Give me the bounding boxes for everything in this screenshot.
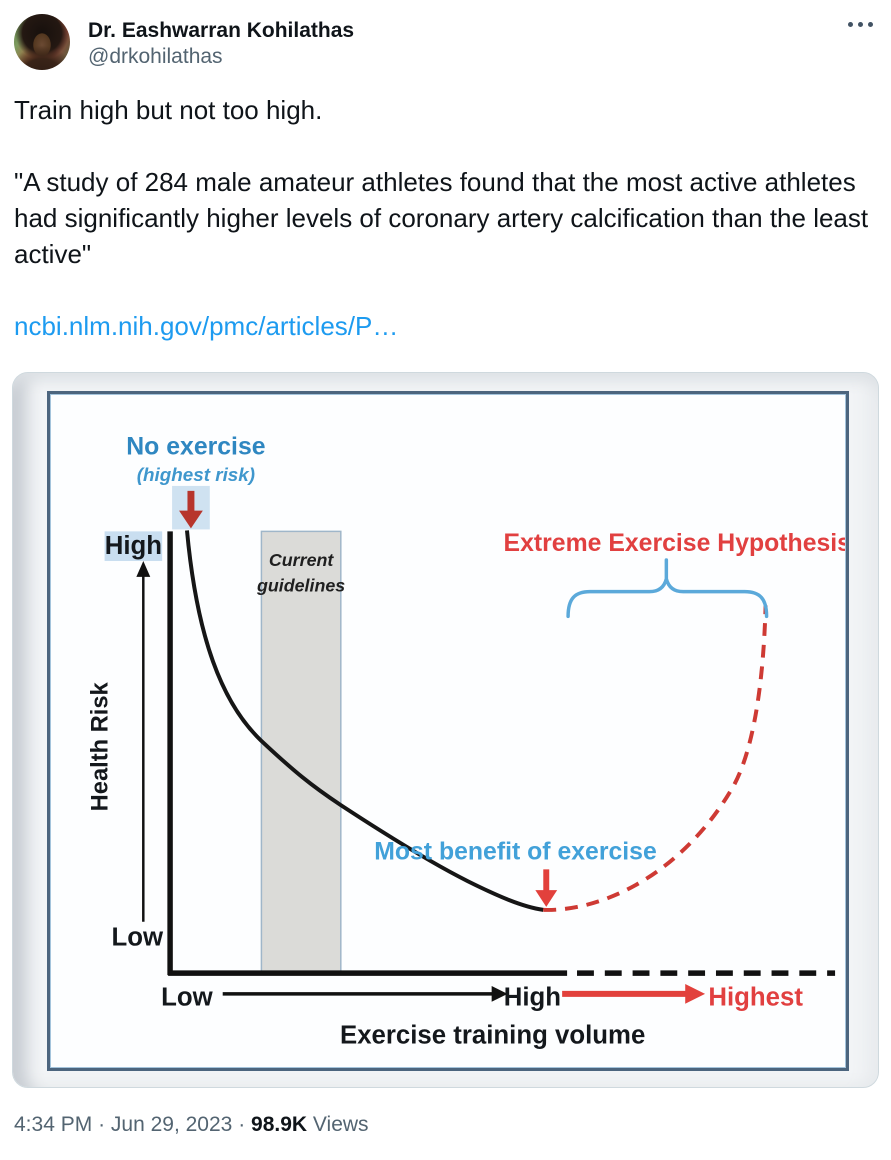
extreme-exercise-hypothesis-label: Extreme Exercise Hypothesis <box>504 530 845 557</box>
tweet-media-image[interactable]: Current guidelines High Low Health Risk <box>12 372 879 1088</box>
views-count: 98.9K <box>251 1113 308 1136</box>
x-tick-highest: Highest <box>708 984 803 1012</box>
separator-dot: · <box>98 1113 106 1136</box>
y-tick-high: High <box>105 532 162 560</box>
health-risk-arrowhead-icon <box>136 561 151 577</box>
tweet-text-quote: "A study of 284 male amateur athletes fo… <box>14 167 869 269</box>
more-horizontal-icon <box>848 22 853 27</box>
exercise-risk-chart: Current guidelines High Low Health Risk <box>87 433 845 1049</box>
tweet-link[interactable]: ncbi.nlm.nih.gov/pmc/articles/P… <box>14 311 399 341</box>
y-tick-low: Low <box>112 923 165 951</box>
no-exercise-arrowhead-icon <box>179 510 203 529</box>
risk-curve-dashed-hypothesis <box>543 605 768 912</box>
author-block: Dr. Eashwarran Kohilathas @drkohilathas <box>88 14 844 70</box>
x-tick-low: Low <box>161 984 214 1012</box>
tweet-body: Train high but not too high. "A study of… <box>14 92 877 344</box>
timestamp-date: Jun 29, 2023 <box>110 1113 233 1136</box>
x-range-arrowhead-black-icon <box>491 985 508 1002</box>
avatar[interactable] <box>14 14 70 70</box>
more-button[interactable] <box>844 14 877 35</box>
chart-figure: Current guidelines High Low Health Risk <box>50 394 846 1068</box>
most-benefit-arrowhead-icon <box>535 890 558 907</box>
risk-curve-solid <box>184 530 544 912</box>
tweet-footer: 4:34 PM · Jun 29, 2023 · 98.9K Views <box>14 1112 877 1138</box>
x-range-arrowhead-red-icon <box>685 983 706 1004</box>
more-horizontal-icon <box>868 22 873 27</box>
current-guidelines-label-line2: guidelines <box>256 576 345 596</box>
hypothesis-brace <box>566 558 769 619</box>
x-axis-title: Exercise training volume <box>340 1021 645 1049</box>
author-name[interactable]: Dr. Eashwarran Kohilathas <box>88 19 355 42</box>
tweet-text-line: Train high but not too high. <box>14 95 323 125</box>
chart-figure-frame: Current guidelines High Low Health Risk <box>47 391 849 1071</box>
most-benefit-label: Most benefit of exercise <box>374 839 657 866</box>
y-axis-title: Health Risk <box>87 681 114 811</box>
no-exercise-label: No exercise <box>126 433 265 460</box>
more-horizontal-icon <box>858 22 863 27</box>
x-tick-high: High <box>504 984 561 1012</box>
separator-dot: · <box>238 1113 246 1136</box>
views-label: Views <box>312 1113 369 1136</box>
high-label-highlight <box>104 531 163 562</box>
current-guidelines-label-line1: Current <box>269 550 335 570</box>
author-handle[interactable]: @drkohilathas <box>88 45 223 68</box>
tweet-header: Dr. Eashwarran Kohilathas @drkohilathas <box>14 14 877 70</box>
timestamp-time: 4:34 PM <box>14 1113 93 1136</box>
highest-risk-sublabel: (highest risk) <box>137 464 255 485</box>
